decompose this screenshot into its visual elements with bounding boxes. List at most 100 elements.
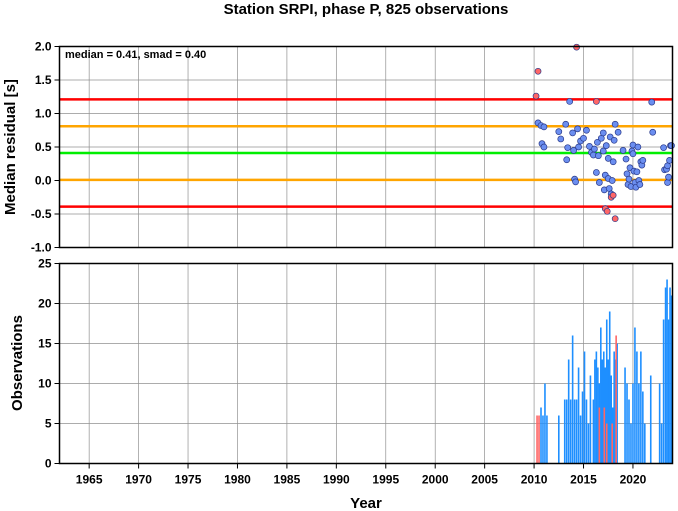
observation-bar xyxy=(644,423,646,464)
residual-point xyxy=(599,129,607,137)
x-tick-label: 1995 xyxy=(372,473,399,487)
observation-bar xyxy=(597,367,599,464)
chart-title: Station SRPI, phase P, 825 observations xyxy=(224,1,509,18)
bottom-y-tick-labels: 25 20 15 10 5 0 xyxy=(38,257,60,471)
observation-bar xyxy=(605,423,608,464)
observation-bar xyxy=(638,383,640,464)
residual-point xyxy=(625,175,633,183)
observation-bar xyxy=(642,391,644,464)
bottom-panel-frame xyxy=(58,262,674,465)
residual-point xyxy=(583,126,590,134)
residual-point xyxy=(649,128,657,136)
observation-bar xyxy=(662,319,665,464)
y-tick-label: 1.0 xyxy=(35,107,52,121)
residual-point xyxy=(593,98,600,105)
observation-bar xyxy=(632,383,634,464)
y-tick-label: -0.5 xyxy=(31,207,52,221)
observation-bar xyxy=(640,351,642,464)
observation-bar xyxy=(610,375,612,464)
observation-bar xyxy=(604,367,607,464)
x-tick-label: 2020 xyxy=(620,473,647,487)
residual-point xyxy=(563,156,571,164)
x-tick-label: 1975 xyxy=(175,473,202,487)
observation-bar xyxy=(664,287,667,464)
observation-bar xyxy=(573,399,576,464)
top-y-axis-label: Median residual [s] xyxy=(2,79,19,215)
residual-point xyxy=(611,215,619,223)
y-tick-label: 0.0 xyxy=(35,174,52,188)
residual-point xyxy=(594,152,602,160)
residual-point xyxy=(595,179,603,186)
observation-bar xyxy=(577,367,580,464)
observation-bar xyxy=(585,399,588,464)
residual-point xyxy=(611,120,619,128)
y-tick-label: -1.0 xyxy=(31,241,52,255)
residual-point xyxy=(604,155,612,162)
observation-bar xyxy=(611,423,613,464)
residual-point xyxy=(540,123,548,131)
observation-bar xyxy=(660,423,663,464)
observation-bar xyxy=(613,351,615,464)
residual-point xyxy=(557,135,565,143)
residual-points xyxy=(532,43,675,223)
residual-point xyxy=(622,155,630,163)
observation-bar xyxy=(571,335,574,464)
observation-bar xyxy=(626,383,628,464)
residual-point xyxy=(540,143,548,151)
observation-bar xyxy=(565,399,568,464)
observation-bar xyxy=(605,319,608,464)
x-tick-label: 2015 xyxy=(570,473,597,487)
residual-point xyxy=(564,144,572,152)
observation-bar xyxy=(600,327,602,464)
median-smad-annotation: median = 0.41, smad = 0.40 xyxy=(65,49,206,61)
observation-bar xyxy=(540,407,542,464)
observation-bar xyxy=(575,399,578,464)
observation-bar xyxy=(563,399,566,464)
residual-point xyxy=(603,207,611,215)
observation-bar xyxy=(667,319,670,464)
residual-point xyxy=(532,92,540,100)
y-tick-label: 0.5 xyxy=(35,140,52,154)
observation-bar xyxy=(544,383,546,464)
observation-bar xyxy=(636,351,638,464)
residual-point xyxy=(602,142,610,150)
residual-point xyxy=(609,191,617,199)
residual-point xyxy=(609,158,617,166)
residual-point xyxy=(619,147,627,154)
y-tick-label: 0 xyxy=(45,457,52,471)
observation-bar xyxy=(649,375,652,464)
top-y-tick-labels: 2.0 1.5 1.0 0.5 0.0 -0.5 -1.0 xyxy=(31,40,60,255)
x-tick-label: 1985 xyxy=(274,473,301,487)
observation-bar xyxy=(587,423,590,464)
observation-bar xyxy=(598,407,601,464)
y-tick-label: 5 xyxy=(45,417,52,431)
residual-point xyxy=(636,181,644,188)
residual-point xyxy=(562,120,570,128)
residual-point xyxy=(534,67,542,75)
observation-bar xyxy=(589,375,592,464)
x-tick-label: 1980 xyxy=(224,473,251,487)
x-axis-label: Year xyxy=(350,495,382,511)
observation-bar xyxy=(542,415,544,464)
observation-bar xyxy=(658,383,661,464)
x-tick-label: 2005 xyxy=(471,473,498,487)
residual-point xyxy=(580,134,587,142)
x-tick-label: 2010 xyxy=(521,473,548,487)
x-tick-label: 2000 xyxy=(422,473,449,487)
observation-bar xyxy=(594,359,596,464)
observation-bar xyxy=(630,423,632,464)
x-tick-labels: 1965 1970 1975 1980 1985 1990 1995 2000 2005 2010… xyxy=(76,463,647,487)
residual-point xyxy=(614,128,622,136)
residual-point xyxy=(594,138,601,146)
observation-bar xyxy=(607,359,610,464)
observation-bar xyxy=(546,415,548,464)
residual-point xyxy=(648,98,656,106)
observation-bars xyxy=(536,279,673,464)
observation-bar xyxy=(569,399,572,464)
residual-point xyxy=(569,129,576,137)
residual-point xyxy=(610,136,618,144)
observation-bar xyxy=(567,359,570,464)
observation-bar xyxy=(616,343,618,464)
observation-bar xyxy=(583,351,586,464)
